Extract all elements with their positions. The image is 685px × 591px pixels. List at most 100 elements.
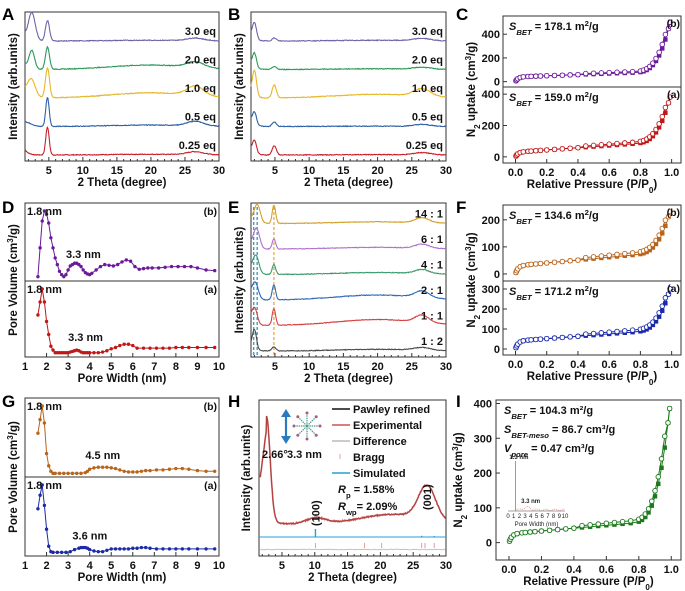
desorption-point	[533, 336, 539, 343]
series-label: 3.0 eq	[185, 26, 216, 38]
desorption-point	[559, 334, 566, 341]
psd-point	[96, 549, 100, 554]
psd-point	[180, 547, 185, 551]
panel-b: 5 10 15 20 25 30 2 Theta (degree) Intensity (ar…	[234, 11, 452, 189]
x-axis-label-part: 0	[649, 378, 654, 387]
psd-point	[92, 466, 96, 470]
desorption-point	[619, 518, 626, 525]
psd-point	[195, 266, 200, 270]
adsorption-point	[653, 319, 659, 324]
inset-series-line	[516, 505, 565, 511]
desorption-point	[606, 252, 612, 258]
psd-point	[38, 246, 42, 250]
desorption-point	[659, 41, 666, 48]
psd-point	[161, 346, 165, 350]
panel-label-b: B	[228, 5, 240, 24]
desorption-point	[551, 259, 558, 265]
desorption-point	[551, 335, 558, 341]
rwp-annotation-part: = 2.09%	[357, 501, 398, 513]
desorption-point	[559, 72, 566, 78]
psd-point	[161, 547, 165, 551]
desorption-point	[652, 488, 658, 494]
x-tick-label: 5	[108, 361, 114, 373]
adsorption-point	[650, 322, 656, 328]
y-axis-label: N2 uptake (cm3/g)	[464, 42, 482, 137]
y-axis-label-part: N	[466, 319, 478, 327]
adsorption-point	[660, 46, 665, 51]
desorption-point	[590, 254, 597, 260]
psd-point	[98, 264, 103, 269]
desorption-point	[662, 295, 669, 301]
desorption-point	[598, 253, 605, 259]
desorption-point	[622, 250, 628, 257]
inset-x-tick-label: 8	[552, 514, 556, 520]
x-axis-label-part: )	[653, 179, 657, 191]
x-tick-label: 1	[22, 560, 28, 572]
sbet-annotation-part: = 178.1 m	[532, 21, 585, 33]
psd-point	[87, 547, 92, 552]
psd-point	[96, 465, 100, 469]
plot-frame	[24, 11, 220, 162]
psd-point	[53, 471, 57, 476]
peak-annotation: 3.3 nm	[68, 332, 103, 344]
desorption-point	[662, 433, 668, 439]
psd-point	[135, 346, 139, 350]
y-axis-label-part: /g)	[8, 224, 20, 238]
desorption-point	[583, 254, 589, 261]
x-axis-label: 2 Theta (degree)	[78, 177, 167, 189]
psd-point	[96, 351, 100, 355]
star-arm-icon	[297, 416, 308, 427]
y-axis-label-part: Pore Volume (cm	[8, 440, 20, 533]
x-tick-label: 9	[194, 560, 200, 572]
x-tick-label: 8	[173, 560, 179, 572]
psd-point	[55, 550, 60, 555]
psd-point	[148, 346, 152, 350]
x-tick-label: 0.0	[508, 167, 523, 179]
y-tick-label: 400	[482, 29, 500, 41]
series-label: 1.0 eq	[185, 83, 216, 95]
plot-frame	[502, 15, 682, 164]
x-axis-label-part: Relative Pressure (P/P	[527, 371, 649, 383]
desorption-point	[656, 49, 662, 56]
psd-point	[59, 550, 64, 555]
psd-point	[135, 546, 139, 550]
desorption-point	[514, 530, 520, 537]
desorption-point	[658, 456, 665, 462]
psd-point	[44, 319, 49, 324]
psd-point	[107, 263, 111, 267]
psd-point	[38, 417, 42, 422]
psd-point	[204, 345, 208, 350]
x-tick-label: 6	[130, 361, 136, 373]
inset-x-tick-label: 4	[529, 514, 533, 520]
x-tick-label: 5	[279, 560, 285, 572]
subplot-tag: (a)	[667, 89, 680, 101]
x-tick-label: 0.6	[602, 359, 617, 371]
series-label: 2.0 eq	[185, 55, 216, 67]
adsorption-point	[653, 130, 659, 135]
legend-label: Pawley refined	[353, 404, 430, 416]
sbet-annotation-part: 2	[585, 284, 589, 293]
desorption-point	[583, 143, 589, 149]
x-tick-label: 7	[151, 560, 157, 572]
psd-point	[81, 268, 85, 272]
psd-point	[148, 546, 152, 550]
inset-x-tick-label: 6	[541, 514, 545, 520]
desorption-point	[667, 19, 673, 26]
desorption-point	[614, 140, 620, 147]
x-tick-label: 25	[406, 165, 418, 177]
y-axis-label-part: 3	[464, 55, 473, 60]
subplot-tag: (a)	[667, 283, 680, 295]
sbet-annotation-part: S	[504, 405, 512, 417]
x-tick-label: 0.8	[633, 359, 648, 371]
rp-annotation-part: R	[338, 484, 346, 496]
x-tick-label: 0.4	[570, 359, 586, 371]
desorption-point	[665, 100, 672, 106]
sbet-annotation-part: = 134.6 m	[532, 210, 585, 222]
desorption-point	[520, 74, 527, 80]
y-axis-label: Intensity (arb.units)	[234, 33, 246, 140]
series-line-1-0-eq	[24, 66, 219, 99]
desorption-point	[520, 149, 527, 155]
inset-x-axis-label: Pore Width (nm)	[515, 522, 559, 528]
pore-size-annotation: 3.3 nm	[287, 449, 322, 461]
